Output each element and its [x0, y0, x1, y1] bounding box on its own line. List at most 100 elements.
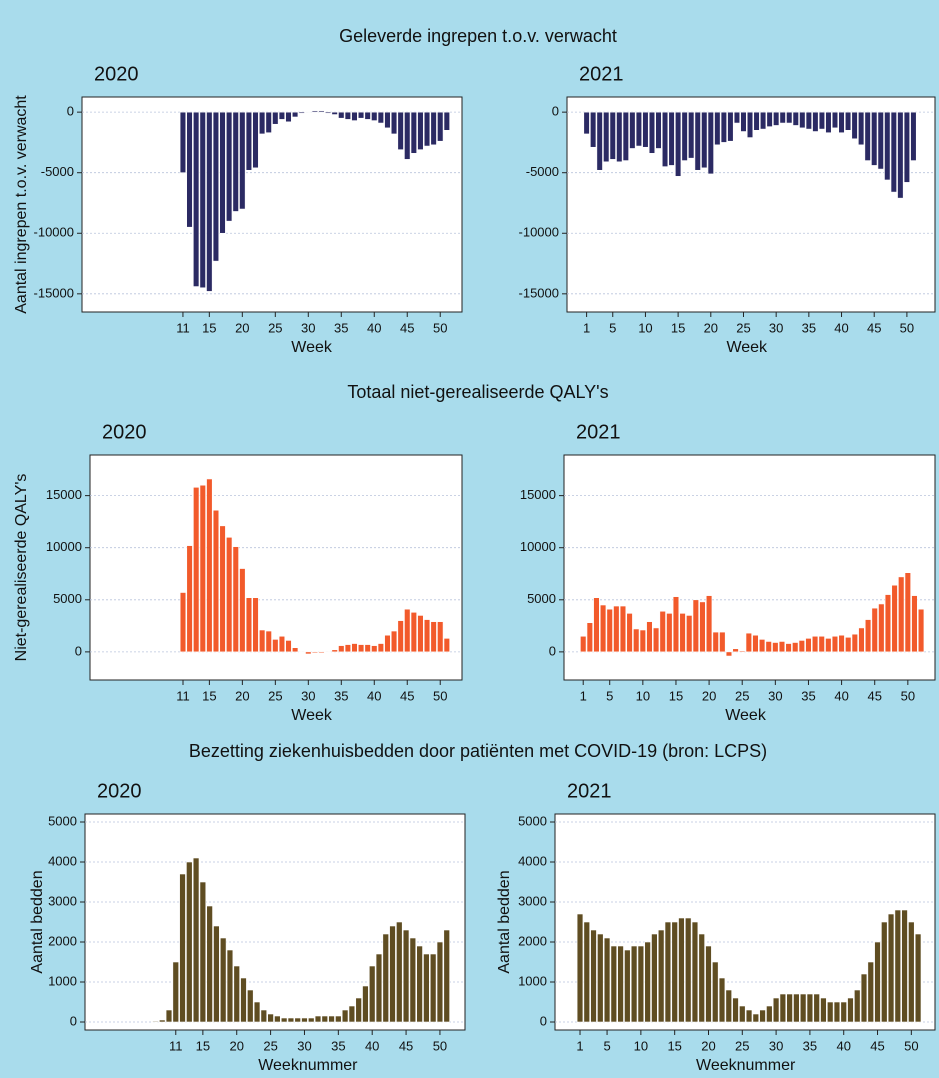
bar — [225, 111, 233, 222]
x-axis-label: Weeknummer — [258, 1057, 358, 1074]
bar — [443, 638, 450, 653]
bar — [389, 925, 396, 1023]
bar — [152, 1020, 159, 1023]
y-tick-label: 0 — [552, 104, 559, 119]
y-tick-label: 5000 — [48, 813, 77, 828]
x-tick-label: 50 — [433, 320, 447, 335]
bar — [799, 111, 806, 129]
bar — [351, 111, 358, 121]
bar — [404, 608, 411, 653]
x-tick-label: 25 — [263, 1038, 277, 1053]
bar — [825, 111, 832, 134]
bar — [792, 111, 799, 126]
bar — [732, 648, 739, 653]
x-tick-label: 25 — [735, 688, 749, 703]
bar — [688, 111, 695, 159]
bar — [443, 929, 450, 1023]
bar — [245, 597, 253, 653]
x-tick-label: 11 — [169, 1038, 183, 1053]
bar — [159, 1019, 166, 1023]
bar — [617, 945, 624, 1023]
bar — [396, 921, 403, 1023]
y-tick-label: -5000 — [526, 164, 559, 179]
bar — [291, 647, 299, 653]
bar — [278, 111, 286, 120]
y-tick-label: 10000 — [520, 539, 556, 554]
x-tick-label: 45 — [867, 688, 881, 703]
y-tick-label: 15000 — [520, 487, 556, 502]
bar — [357, 111, 365, 119]
bar — [820, 997, 827, 1023]
x-tick-label: 45 — [870, 1038, 884, 1053]
bar — [213, 925, 220, 1023]
bar — [901, 909, 908, 1023]
x-tick-label: 25 — [268, 320, 282, 335]
bar — [661, 111, 669, 167]
bar — [437, 111, 444, 142]
bar — [739, 650, 746, 653]
bar — [672, 596, 680, 653]
x-tick-label: 11 — [176, 688, 190, 703]
bar — [599, 604, 607, 653]
bar — [668, 111, 675, 166]
bar — [285, 111, 292, 123]
bar — [718, 977, 726, 1023]
bar — [265, 630, 272, 653]
bar — [298, 111, 305, 114]
bar — [252, 597, 259, 653]
bar — [616, 111, 623, 163]
bar — [773, 111, 780, 126]
bar — [914, 933, 922, 1023]
bar — [368, 965, 376, 1023]
bar — [772, 642, 779, 653]
bar — [732, 997, 739, 1023]
section-title: Bezetting ziekenhuisbedden door patiënte… — [189, 741, 767, 761]
x-tick-label: 40 — [836, 1038, 850, 1053]
bar — [881, 921, 888, 1023]
bar — [858, 111, 865, 146]
x-tick-label: 50 — [433, 1038, 447, 1053]
bar — [745, 1009, 753, 1023]
y-tick-label: 4000 — [48, 853, 77, 868]
bar — [186, 111, 193, 228]
bar — [692, 599, 699, 653]
bar — [267, 1013, 274, 1023]
bar — [226, 949, 234, 1023]
bar — [825, 638, 832, 653]
x-tick-label: 45 — [400, 688, 414, 703]
bar — [240, 977, 247, 1023]
bar — [624, 949, 631, 1023]
bar — [779, 111, 786, 124]
bar — [318, 110, 325, 113]
bar — [655, 111, 662, 149]
bar — [245, 111, 253, 171]
bar — [219, 111, 226, 234]
section-title: Geleverde ingrepen t.o.v. verwacht — [339, 26, 617, 46]
bar — [785, 643, 792, 653]
x-tick-label: 40 — [834, 688, 848, 703]
bar — [192, 111, 200, 287]
x-tick-label: 40 — [367, 688, 381, 703]
bar — [371, 645, 378, 653]
bar — [664, 921, 672, 1023]
y-tick-label: 5000 — [518, 813, 547, 828]
x-tick-label: 35 — [331, 1038, 345, 1053]
bar — [884, 111, 891, 181]
bar — [613, 605, 620, 653]
bar — [793, 993, 800, 1023]
bar — [725, 989, 732, 1023]
panel-title: 2020 — [97, 780, 142, 802]
bar — [740, 111, 747, 132]
bar — [375, 953, 383, 1023]
bar — [410, 111, 417, 154]
bar — [686, 615, 693, 653]
x-axis-label: Week — [725, 707, 767, 724]
x-tick-label: 50 — [900, 320, 914, 335]
panel-title: 2021 — [576, 421, 621, 443]
bar — [308, 1017, 315, 1023]
bar — [423, 111, 431, 147]
bar — [864, 619, 872, 653]
bar — [910, 111, 917, 161]
bar — [265, 111, 272, 134]
x-tick-label: 25 — [268, 688, 282, 703]
